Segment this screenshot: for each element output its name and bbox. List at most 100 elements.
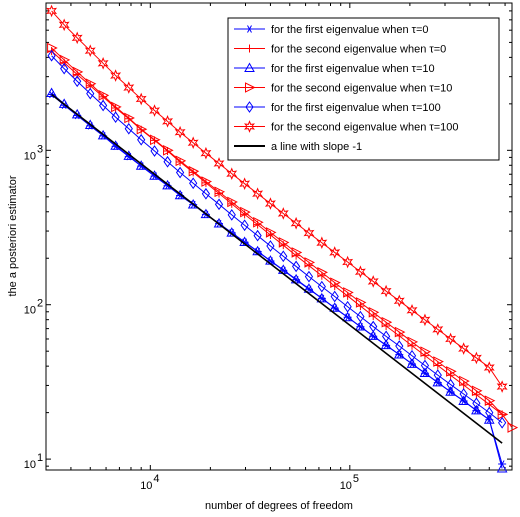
legend-label: a line with slope -1 — [271, 141, 362, 153]
x-tick-exponent: 5 — [353, 473, 359, 485]
data-point — [507, 422, 519, 433]
data-point — [163, 145, 174, 156]
data-point — [459, 388, 468, 400]
data-point — [381, 330, 391, 343]
series-6 — [46, 4, 508, 393]
data-point — [343, 300, 352, 313]
x-tick-exponent: 4 — [153, 473, 159, 485]
data-point — [59, 54, 71, 66]
legend-entry: for the second eigenvalue when τ=10 — [234, 82, 452, 95]
data-point — [433, 356, 444, 367]
data-point — [71, 108, 83, 119]
data-point — [97, 129, 109, 140]
data-point — [201, 176, 213, 187]
data-point — [342, 255, 354, 269]
legend-label: for the first eigenvalue when τ=100 — [271, 102, 441, 114]
data-point — [111, 101, 122, 113]
data-point — [98, 90, 110, 101]
legend-label: for the first eigenvalue when τ=0 — [271, 24, 429, 36]
data-point — [227, 196, 238, 208]
data-point — [84, 44, 96, 57]
series-line — [51, 93, 503, 444]
data-point — [393, 348, 405, 359]
data-point — [406, 358, 418, 368]
data-point — [445, 332, 457, 346]
legend-entry: for the first eigenvalue when τ=0 — [234, 24, 429, 36]
data-point — [175, 166, 185, 179]
legend-entry: for the first eigenvalue when τ=10 — [234, 62, 435, 75]
data-point — [342, 311, 353, 322]
data-point — [227, 208, 236, 221]
data-point — [367, 330, 379, 340]
data-point — [149, 104, 161, 117]
data-point — [393, 294, 405, 308]
data-point — [85, 78, 97, 90]
data-point — [214, 186, 226, 198]
data-point — [483, 414, 495, 424]
data-point — [407, 349, 417, 362]
data-point — [330, 277, 341, 288]
data-point — [86, 87, 95, 100]
data-point — [446, 366, 457, 377]
data-point — [394, 326, 406, 338]
data-point — [368, 306, 380, 318]
data-point — [291, 260, 301, 273]
data-point — [432, 323, 444, 336]
x-axis-label: number of degrees of freedom — [205, 500, 353, 512]
data-point — [406, 303, 418, 317]
y-tick-exponent: 3 — [37, 143, 43, 155]
data-point — [304, 270, 314, 283]
data-point — [343, 287, 354, 298]
data-point — [124, 122, 133, 135]
data-point — [213, 157, 225, 170]
y-tick-label: 10 — [24, 150, 36, 162]
data-point — [200, 146, 212, 160]
data-point — [214, 198, 224, 211]
data-point — [419, 313, 431, 327]
data-point — [135, 92, 147, 106]
legend-label: for the second eigenvalue when τ=10 — [271, 83, 452, 95]
data-point — [72, 66, 84, 78]
data-point — [329, 302, 341, 312]
data-point — [395, 340, 404, 352]
data-point — [355, 297, 367, 308]
data-point — [472, 397, 481, 410]
series-line — [51, 47, 513, 428]
data-point — [356, 310, 365, 323]
data-point — [304, 257, 316, 268]
data-point — [496, 380, 508, 393]
data-point — [201, 187, 211, 200]
data-point — [245, 25, 254, 33]
data-point — [264, 197, 276, 210]
data-point — [290, 216, 302, 230]
data-point — [433, 369, 442, 381]
data-point — [244, 62, 255, 72]
data-point — [137, 133, 146, 146]
data-point — [496, 462, 508, 473]
data-point — [484, 395, 496, 406]
data-point — [266, 240, 275, 252]
data-point — [303, 283, 315, 293]
data-point — [187, 198, 199, 209]
data-point — [470, 351, 482, 365]
data-point — [458, 395, 470, 405]
data-point — [367, 275, 379, 288]
data-point — [355, 321, 366, 331]
data-point — [150, 145, 159, 157]
data-point — [245, 44, 254, 53]
data-point — [200, 208, 212, 219]
data-point — [123, 81, 135, 94]
data-point — [278, 237, 290, 248]
data-point — [277, 207, 289, 220]
data-point — [445, 386, 456, 396]
legend: for the first eigenvalue when τ=0 for the… — [227, 17, 500, 161]
data-point — [162, 115, 174, 128]
data-point — [60, 62, 69, 75]
series-5 — [47, 49, 507, 429]
data-point — [163, 155, 172, 168]
x-tick-label: 10 — [140, 480, 152, 492]
data-point — [58, 18, 70, 32]
series-7 — [51, 93, 503, 444]
